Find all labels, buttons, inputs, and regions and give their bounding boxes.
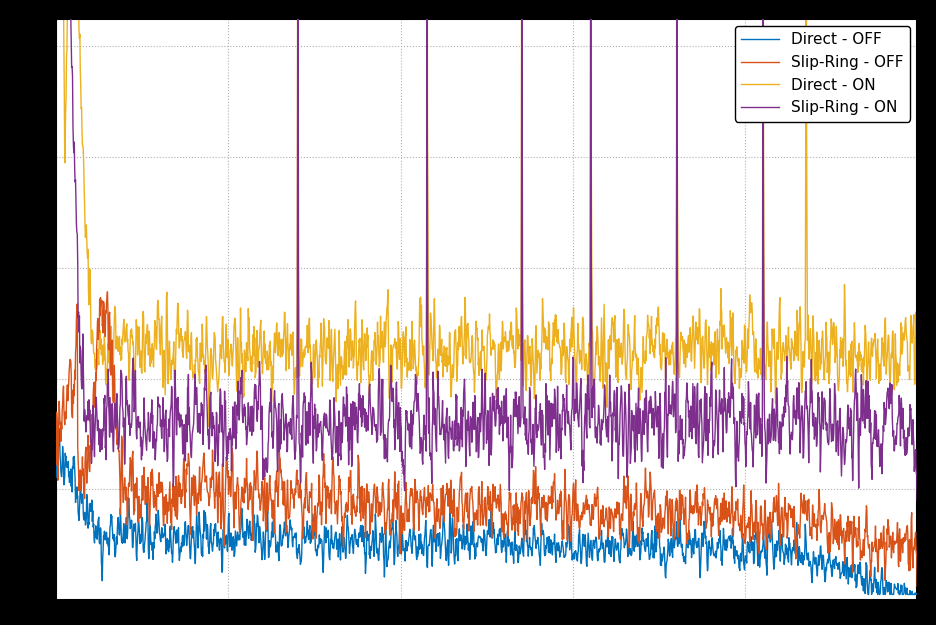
Slip-Ring - OFF bbox=[446, 498, 458, 505]
Slip-Ring - ON bbox=[886, 414, 898, 422]
Direct - OFF bbox=[446, 514, 458, 522]
Slip-Ring - ON bbox=[446, 418, 458, 425]
Slip-Ring - OFF bbox=[51, 461, 62, 468]
Slip-Ring - ON bbox=[470, 408, 481, 415]
Slip-Ring - ON bbox=[912, 496, 923, 504]
Direct - OFF bbox=[470, 548, 481, 555]
Direct - ON bbox=[729, 374, 740, 382]
Line: Direct - OFF: Direct - OFF bbox=[56, 429, 917, 594]
Legend: Direct - OFF, Slip-Ring - OFF, Direct - ON, Slip-Ring - ON: Direct - OFF, Slip-Ring - OFF, Direct - … bbox=[735, 26, 910, 121]
Direct - ON bbox=[446, 361, 458, 369]
Line: Direct - ON: Direct - ON bbox=[56, 0, 917, 426]
Line: Slip-Ring - OFF: Slip-Ring - OFF bbox=[56, 292, 917, 586]
Direct - ON bbox=[912, 420, 923, 428]
Direct - OFF bbox=[887, 591, 899, 598]
Slip-Ring - ON bbox=[729, 414, 740, 421]
Slip-Ring - ON bbox=[95, 427, 106, 434]
Direct - OFF bbox=[53, 425, 65, 432]
Slip-Ring - OFF bbox=[887, 529, 899, 536]
Direct - OFF bbox=[863, 591, 874, 598]
Slip-Ring - ON bbox=[887, 426, 899, 433]
Slip-Ring - OFF bbox=[470, 511, 481, 518]
Direct - ON bbox=[95, 327, 106, 334]
Direct - OFF bbox=[729, 559, 740, 567]
Slip-Ring - OFF bbox=[886, 541, 898, 549]
Direct - ON bbox=[887, 328, 899, 335]
Direct - OFF bbox=[95, 524, 106, 532]
Slip-Ring - OFF bbox=[912, 582, 923, 590]
Slip-Ring - OFF bbox=[729, 511, 740, 519]
Direct - ON bbox=[470, 356, 481, 363]
Slip-Ring - OFF bbox=[95, 312, 106, 319]
Direct - ON bbox=[886, 332, 898, 340]
Direct - OFF bbox=[51, 474, 62, 481]
Direct - ON bbox=[203, 422, 214, 430]
Slip-Ring - OFF bbox=[102, 288, 113, 296]
Direct - OFF bbox=[887, 591, 899, 598]
Line: Slip-Ring - ON: Slip-Ring - ON bbox=[56, 0, 917, 500]
Direct - OFF bbox=[912, 591, 923, 598]
